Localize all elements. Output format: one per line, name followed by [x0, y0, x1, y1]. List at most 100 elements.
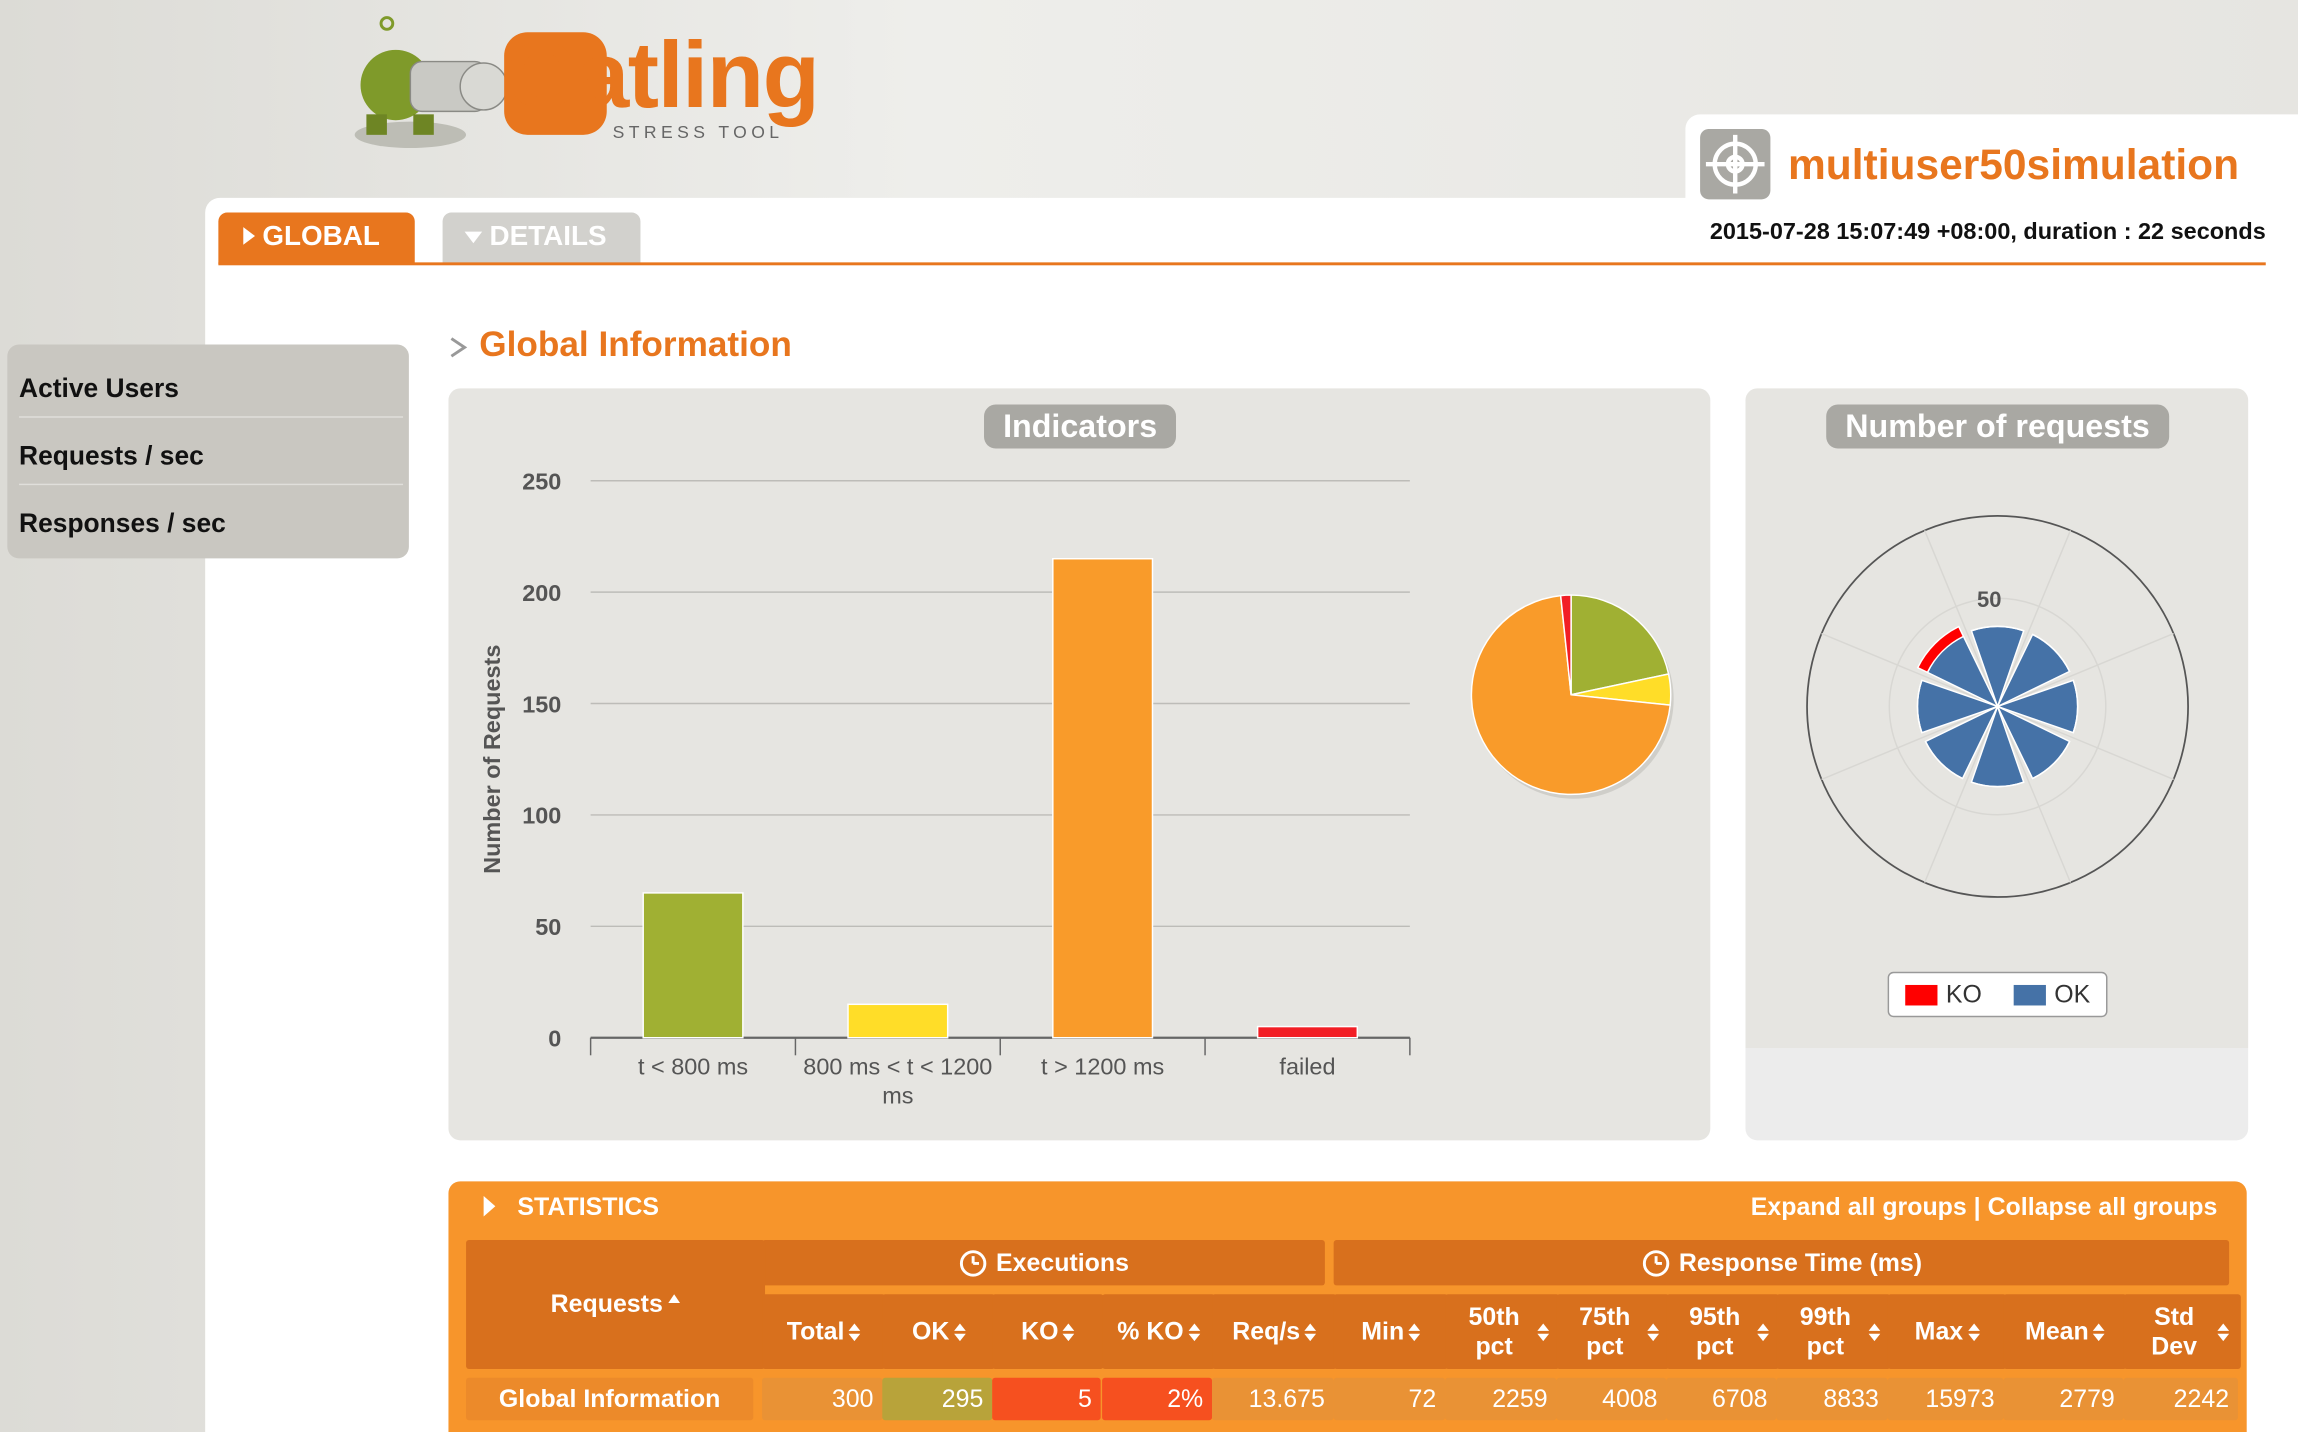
column-header[interactable]: 95th pct [1666, 1294, 1780, 1369]
table-cell: 295 [882, 1377, 993, 1421]
column-header-label: 99th pct [1799, 1302, 1851, 1360]
sidebar-item[interactable]: Responses / sec [19, 508, 226, 538]
sort-icon [1536, 1322, 1549, 1341]
sort-icon [2093, 1322, 2105, 1341]
table-cell: 4008 [1556, 1377, 1667, 1421]
tab-icon [464, 231, 483, 244]
column-header-label: 95th pct [1689, 1302, 1741, 1360]
column-header-label: KO [1021, 1316, 1059, 1345]
indicators-panel [448, 388, 1711, 1141]
sidebar-item[interactable]: Active Users [19, 350, 404, 418]
sidebar: Active Users Requests / sec Responses / … [7, 344, 409, 559]
column-header[interactable]: Req/s [1212, 1294, 1337, 1369]
sort-icon [1408, 1322, 1421, 1341]
legend-item: KO [1904, 979, 1982, 1009]
simulation-name: multiuser50simulation [1787, 142, 2240, 190]
row-label: Global Information [466, 1377, 754, 1421]
group-links[interactable]: Expand all groups | Collapse all groups [1750, 1193, 2218, 1221]
tab-rule [218, 262, 2266, 266]
column-header-label: 75th pct [1579, 1302, 1631, 1360]
column-header-label: 50th pct [1468, 1302, 1520, 1360]
sort-icon [668, 1294, 681, 1304]
column-header[interactable]: Mean [2003, 1294, 2127, 1369]
legend-label: KO [1945, 979, 1982, 1008]
simulation-icon [1700, 128, 1771, 200]
logo-title: Gatling [505, 21, 820, 128]
table-cell: 5 [992, 1377, 1101, 1421]
tab-label: GLOBAL [262, 221, 380, 253]
table-cell: 2% [1102, 1377, 1213, 1421]
statistics-icon [483, 1196, 496, 1217]
column-header[interactable]: OK [882, 1294, 996, 1369]
sort-icon [848, 1322, 861, 1341]
column-header-label: Requests [550, 1289, 663, 1318]
column-header[interactable]: 75th pct [1556, 1294, 1670, 1369]
column-header-label: Req/s [1232, 1316, 1301, 1345]
column-header[interactable]: Std Dev [2123, 1294, 2241, 1369]
sort-icon [1188, 1322, 1200, 1341]
sort-icon [1304, 1322, 1317, 1341]
tab-icon [243, 227, 256, 245]
x-tick-label: 800 ms < t < 1200 ms [803, 1055, 993, 1110]
column-header-label: Mean [2025, 1316, 2089, 1345]
legend-label: OK [2054, 979, 2091, 1008]
sort-icon [1757, 1322, 1769, 1341]
chart-title: Indicators [984, 404, 1177, 449]
sort-icon [1062, 1322, 1075, 1341]
table-cell: 6708 [1666, 1377, 1777, 1421]
section-chevron [450, 337, 468, 358]
x-tick-label: t > 1200 ms [1041, 1055, 1165, 1081]
tab-details[interactable]: DETAILS [442, 212, 641, 264]
group-header: Executions [762, 1239, 1325, 1286]
table-cell: 2242 [2123, 1377, 2238, 1421]
column-header-label: Max [1914, 1316, 1964, 1345]
legend: KO OK [1887, 971, 2108, 1018]
sort-icon [2216, 1322, 2229, 1341]
table-cell: 13.675 [1212, 1377, 1334, 1421]
sort-icon [1867, 1322, 1880, 1341]
run-info: 2015-07-28 15:07:49 +08:00, duration : 2… [1709, 219, 2266, 245]
column-header[interactable]: 99th pct [1776, 1294, 1891, 1369]
legend-swatch [1904, 984, 1938, 1005]
chart-title: Number of requests [1826, 404, 2169, 449]
column-header[interactable]: Max [1887, 1294, 2007, 1369]
group-header: Response Time (ms) [1333, 1239, 2230, 1286]
x-tick-label: t < 800 ms [637, 1055, 749, 1081]
table-cell: 72 [1333, 1377, 1446, 1421]
column-header[interactable]: Requests [466, 1239, 766, 1369]
column-header[interactable]: Total [762, 1294, 886, 1369]
simulation-box [1685, 114, 2298, 217]
requests-panel [1745, 388, 2249, 1141]
table-cell: 2259 [1445, 1377, 1557, 1421]
statistics-title: STATISTICS [517, 1193, 659, 1221]
table-cell: 15973 [1887, 1377, 2004, 1421]
table-cell: 8833 [1776, 1377, 1888, 1421]
column-header-label: Total [786, 1316, 845, 1345]
group-header-label: Executions [996, 1248, 1129, 1276]
column-header[interactable]: 50th pct [1445, 1294, 1560, 1369]
section-title: Global Information [479, 325, 792, 365]
logo [354, 16, 607, 149]
column-header-label: Std Dev [2151, 1302, 2198, 1360]
table-cell: 300 [762, 1377, 883, 1421]
tab-global[interactable]: GLOBAL [218, 212, 415, 264]
tab-label: DETAILS [489, 221, 607, 253]
sort-icon [1647, 1322, 1660, 1341]
group-icon [1642, 1249, 1669, 1276]
column-header[interactable]: Min [1333, 1294, 1448, 1369]
column-header-label: OK [911, 1316, 950, 1345]
group-header-label: Response Time (ms) [1678, 1248, 1923, 1276]
column-header[interactable]: KO [992, 1294, 1104, 1369]
group-icon [959, 1249, 986, 1276]
legend-swatch [2013, 984, 2046, 1005]
table-cell: 2779 [2003, 1377, 2124, 1421]
sort-icon [953, 1322, 966, 1341]
legend-item: OK [2013, 980, 2090, 1009]
logo-subtitle: STRESS TOOL [612, 121, 784, 143]
x-tick-label: failed [1279, 1055, 1336, 1081]
column-header[interactable]: % KO [1102, 1294, 1215, 1369]
sidebar-item[interactable]: Requests / sec [19, 418, 404, 486]
column-header-label: Min [1361, 1316, 1405, 1345]
column-header-label: % KO [1117, 1316, 1184, 1345]
